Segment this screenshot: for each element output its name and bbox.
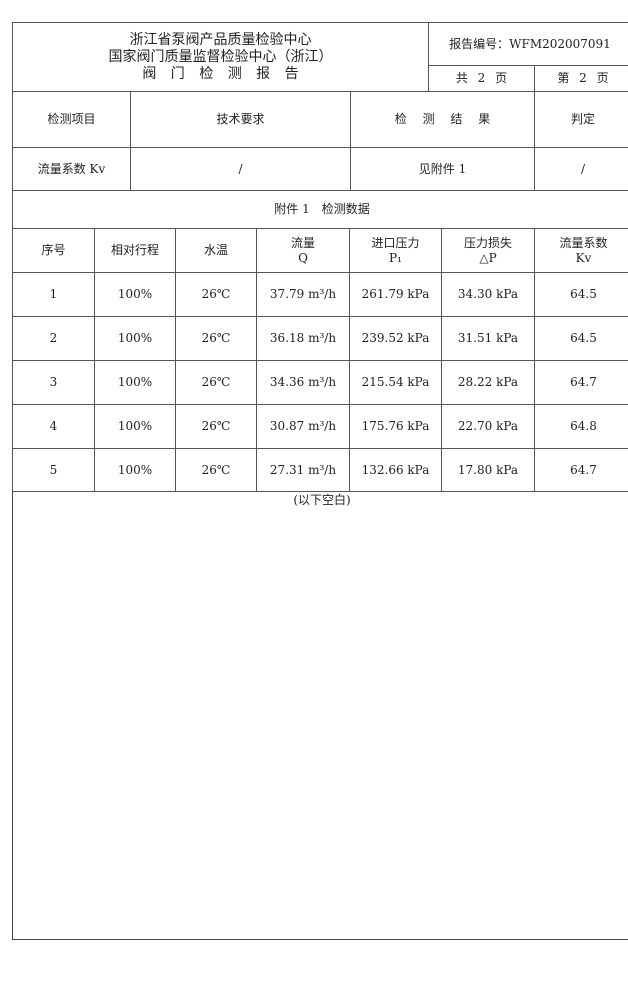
table-cell: 64.5 [534,272,628,317]
summary-header-result: 检 测 结 果 [350,91,535,148]
column-header: 序号 [12,228,95,273]
column-header: 相对行程 [94,228,176,273]
table-cell: 64.7 [534,360,628,405]
table-cell: 64.5 [534,316,628,361]
table-cell: 215.54 kPa [349,360,442,405]
column-header-label: 压力损失 [463,235,512,250]
column-header-label: 流量 [290,235,315,250]
column-header: 压力损失 △P [441,228,535,273]
table-cell: 3 [12,360,95,405]
table-cell: 22.70 kPa [441,404,535,449]
table-cell: 27.31 m³/h [256,448,350,492]
table-cell: 1 [12,272,95,317]
table-cell: 64.7 [534,448,628,492]
table-cell: 100% [94,404,176,449]
blank-note: (以下空白) [293,492,351,507]
report-number-text: 报告编号：WFM202007091 [449,36,611,51]
column-header-label: 流量系数 [559,235,608,250]
column-header: 进口压力 P₁ [349,228,442,273]
total-pages-text: 共 2 页 [455,71,508,85]
table-cell: 26℃ [175,360,257,405]
column-header: 流量 Q [256,228,350,273]
page-number: 第 2 页 [534,65,628,92]
summary-header-requirement: 技术要求 [130,91,351,148]
report-header-title: 浙江省泵阀产品质量检验中心 国家阀门质量监督检验中心（浙江） 阀 门 检 测 报… [12,22,429,92]
table-cell: 100% [94,448,176,492]
table-cell: 239.52 kPa [349,316,442,361]
table-cell: 34.36 m³/h [256,360,350,405]
table-cell: 4 [12,404,95,449]
column-header: 水温 [175,228,257,273]
table-cell: 2 [12,316,95,361]
table-cell: 132.66 kPa [349,448,442,492]
table-cell: 26℃ [175,272,257,317]
table-cell: 36.18 m³/h [256,316,350,361]
table-cell: 100% [94,316,176,361]
column-header-label: 进口压力 [371,235,420,250]
table-cell: 100% [94,272,176,317]
column-header-label: 相对行程 [110,243,159,257]
table-cell: 30.87 m³/h [256,404,350,449]
report-number: 报告编号：WFM202007091 [428,22,628,66]
summary-header-item: 检测项目 [12,91,131,148]
table-cell: 31.51 kPa [441,316,535,361]
table-cell: 28.22 kPa [441,360,535,405]
column-header-label: 水温 [203,243,228,257]
summary-requirement: / [130,147,351,191]
table-cell: 64.8 [534,404,628,449]
table-cell: 100% [94,360,176,405]
org-line-1: 浙江省泵阀产品质量检验中心 [129,31,312,48]
page-number-text: 第 2 页 [557,71,609,85]
table-cell: 26℃ [175,316,257,361]
column-header-symbol: △P [479,250,497,265]
column-header-symbol: P₁ [389,250,402,265]
total-pages: 共 2 页 [428,65,535,92]
table-cell: 34.30 kPa [441,272,535,317]
column-header-symbol: Kv [575,250,592,265]
table-cell: 175.76 kPa [349,404,442,449]
summary-item: 流量系数 Kv [12,147,131,191]
report-title: 阀 门 检 测 报 告 [142,65,299,82]
summary-header-judgement: 判定 [534,91,628,148]
column-header-label: 序号 [41,243,66,257]
summary-judgement: / [534,147,628,191]
table-cell: 17.80 kPa [441,448,535,492]
table-cell: 5 [12,448,95,492]
table-cell: 26℃ [175,448,257,492]
table-cell: 26℃ [175,404,257,449]
table-cell: 261.79 kPa [349,272,442,317]
annex-title: 附件 1 检测数据 [12,190,628,229]
summary-result: 见附件 1 [350,147,535,191]
column-header-symbol: Q [298,250,308,265]
org-line-2: 国家阀门质量监督检验中心（浙江） [108,48,333,65]
table-cell: 37.79 m³/h [256,272,350,317]
column-header: 流量系数 Kv [534,228,628,273]
